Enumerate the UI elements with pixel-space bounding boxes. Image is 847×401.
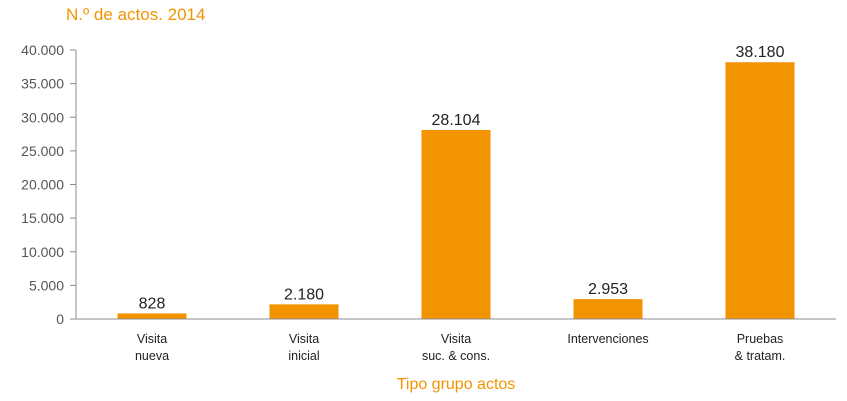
- bar: [725, 62, 795, 319]
- data-label: 2.180: [284, 286, 324, 303]
- data-label: 828: [139, 295, 166, 312]
- x-axis: Visita nueva Visita inicial Visita suc. & con…: [76, 318, 836, 363]
- y-tick-label: 0: [56, 311, 64, 327]
- chart-title: N.º de actos. 2014: [66, 5, 206, 24]
- x-axis-title: Tipo grupo actos: [397, 376, 516, 393]
- y-tick-label: 25.000: [21, 143, 64, 159]
- data-label: 28.104: [432, 112, 481, 129]
- bars: 828 2.180 28.104 2.953 38.180: [117, 44, 795, 319]
- bar: [421, 130, 491, 319]
- y-tick-label: 40.000: [21, 42, 64, 58]
- y-tick-label: 35.000: [21, 76, 64, 92]
- x-tick-label: Intervenciones: [567, 332, 648, 346]
- y-tick-label: 10.000: [21, 244, 64, 260]
- bar: [573, 299, 643, 319]
- data-label: 38.180: [736, 44, 785, 61]
- bar: [117, 313, 187, 319]
- x-tick-label: Visita inicial: [288, 332, 319, 363]
- y-axis: 0 5.000 10.000 15.000 20.000 25.000 30.000 35.0…: [21, 42, 77, 327]
- bar: [269, 304, 339, 319]
- data-label: 2.953: [588, 281, 628, 298]
- x-tick-label: Visita nueva: [135, 332, 169, 363]
- x-tick-label: Pruebas & tratam.: [735, 332, 786, 363]
- y-tick-label: 15.000: [21, 210, 64, 226]
- y-tick-label: 30.000: [21, 109, 64, 125]
- y-tick-label: 5.000: [29, 277, 64, 293]
- x-tick-label: Visita suc. & cons.: [422, 332, 490, 363]
- y-tick-label: 20.000: [21, 177, 64, 193]
